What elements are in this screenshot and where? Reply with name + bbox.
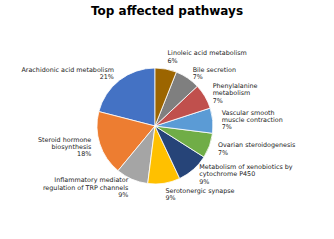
- title: Top affected pathways: [91, 4, 243, 18]
- category-label: Inflammatory mediatorregulation of TRP c…: [43, 176, 129, 191]
- labels: Arachidonic acid metabolism21% Steroid ho…: [21, 49, 296, 202]
- data-label: 9%: [199, 178, 209, 186]
- data-label: 6%: [168, 57, 178, 65]
- slice-label: Ovarian steroidogenesis7%: [218, 141, 296, 156]
- slice-label: Inflammatory mediatorregulation of TRP c…: [43, 176, 129, 199]
- category-label: Linoleic acid metabolism: [168, 49, 247, 57]
- slice-label: Phenylalaninemetabolism7%: [213, 82, 258, 105]
- slice-label: Arachidonic acid metabolism21%: [21, 66, 114, 81]
- category-label: Vascular smoothmuscle contraction: [222, 109, 283, 124]
- slice-label: Steroid hormonebiosynthesis18%: [38, 136, 92, 159]
- category-label: Ovarian steroidogenesis: [218, 141, 296, 149]
- data-label: 7%: [193, 73, 203, 81]
- data-label: 7%: [213, 97, 223, 105]
- category-label: Serotonergic synapse: [165, 187, 234, 195]
- chart: Top affected pathways Arachidonic acid me…: [0, 0, 334, 239]
- slice-label: Metabolism of xenobiotics bycytochrome P…: [199, 163, 293, 186]
- data-label: 18%: [77, 150, 91, 158]
- pie-slice: [155, 68, 176, 126]
- chart-container: Top affected pathways Arachidonic acid me…: [0, 0, 334, 239]
- label-line: Linoleic acid metabolism: [168, 49, 247, 57]
- slice-label: Serotonergic synapse9%: [165, 187, 234, 202]
- data-label: 9%: [165, 194, 175, 202]
- slice-label: Linoleic acid metabolism6%: [168, 49, 247, 64]
- slice-label: Bile secretion7%: [193, 66, 236, 81]
- category-label: Phenylalaninemetabolism: [213, 82, 258, 97]
- slice-label: Vascular smoothmuscle contraction7%: [222, 109, 283, 132]
- label-line: Serotonergic synapse: [165, 187, 234, 195]
- label-line: Ovarian steroidogenesis: [218, 141, 296, 149]
- data-label: 7%: [222, 123, 232, 131]
- category-label: Metabolism of xenobiotics bycytochrome P…: [199, 163, 293, 178]
- category-label: Steroid hormonebiosynthesis: [38, 136, 92, 151]
- data-label: 21%: [100, 73, 114, 81]
- label-line: regulation of TRP channels: [43, 184, 129, 192]
- data-label: 9%: [118, 191, 128, 199]
- data-label: 7%: [218, 149, 228, 157]
- slices: [97, 68, 213, 184]
